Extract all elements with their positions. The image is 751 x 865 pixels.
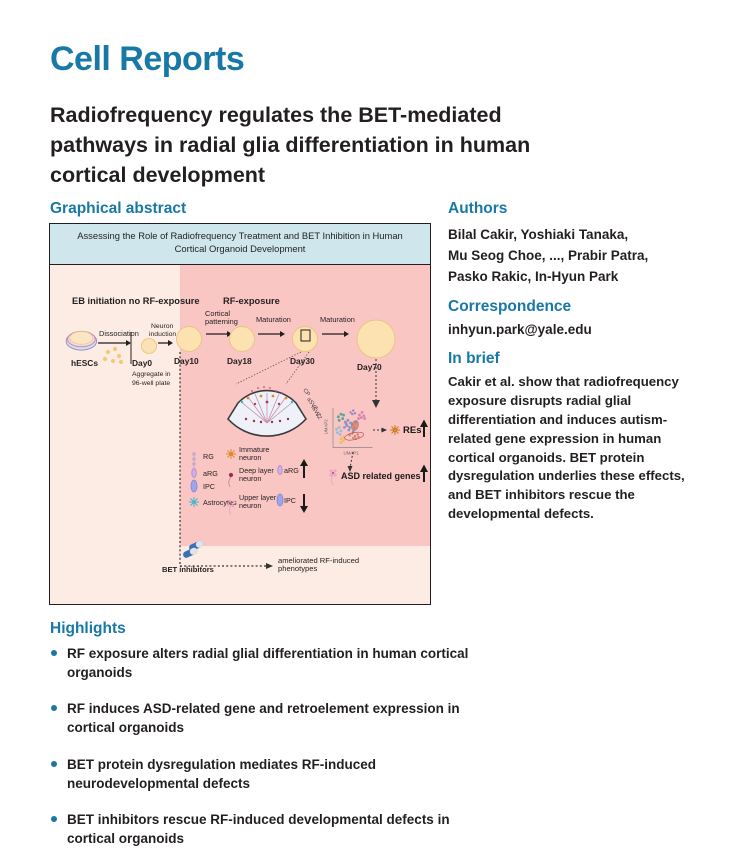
svg-text:96-well plate: 96-well plate [132, 380, 170, 387]
svg-text:Day18: Day18 [227, 356, 252, 366]
svg-text:phenotypes: phenotypes [278, 564, 317, 573]
svg-text:Maturation: Maturation [256, 315, 291, 324]
svg-text:UMAP2: UMAP2 [324, 419, 329, 435]
svg-text:induction: induction [149, 331, 176, 338]
svg-text:IPC: IPC [284, 496, 296, 505]
svg-text:Neuron: Neuron [151, 323, 174, 330]
svg-text:Maturation: Maturation [320, 315, 355, 324]
svg-text:Day70: Day70 [357, 362, 382, 372]
svg-text:ASD related genes: ASD related genes [341, 471, 421, 481]
svg-text:BET inhibitors: BET inhibitors [162, 565, 214, 574]
svg-text:Day0: Day0 [132, 358, 152, 368]
svg-text:neuron: neuron [239, 453, 261, 462]
svg-text:Aggregate in: Aggregate in [132, 371, 171, 378]
svg-text:Day10: Day10 [174, 356, 199, 366]
svg-text:RG: RG [203, 452, 214, 461]
svg-text:EB initiation no RF-exposure: EB initiation no RF-exposure [72, 296, 200, 306]
svg-text:hESCs: hESCs [71, 358, 98, 368]
svg-text:IPC: IPC [203, 482, 215, 491]
svg-text:neuron: neuron [239, 501, 261, 510]
svg-text:aRG: aRG [284, 466, 299, 475]
svg-text:patterning: patterning [205, 317, 238, 326]
svg-text:Day30: Day30 [290, 356, 315, 366]
svg-text:aRG: aRG [203, 469, 218, 478]
svg-text:Dissociation: Dissociation [99, 329, 139, 338]
svg-text:REs: REs [403, 425, 421, 436]
svg-text:RF-exposure: RF-exposure [223, 296, 280, 306]
svg-text:UMAP1: UMAP1 [344, 451, 360, 456]
svg-text:neuron: neuron [239, 474, 261, 483]
